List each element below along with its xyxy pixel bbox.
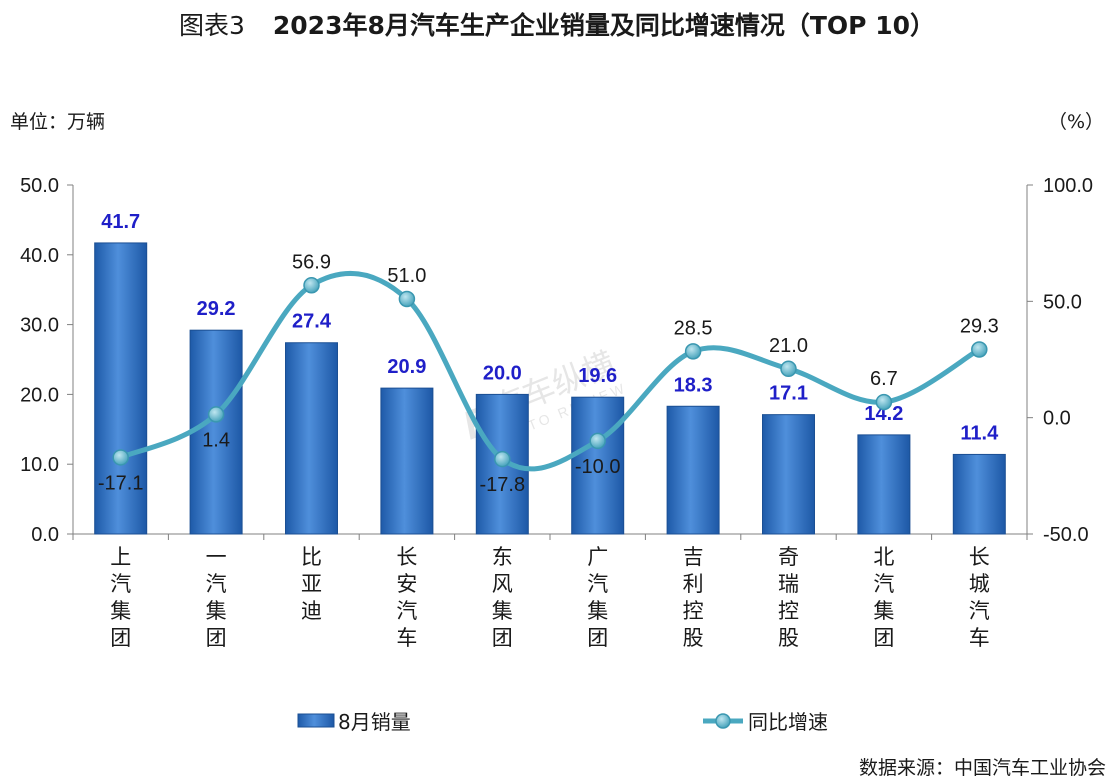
bar-value-label: 17.1 (769, 383, 808, 405)
bar (666, 405, 720, 535)
category-label: 比亚迪 (301, 545, 322, 623)
bar (762, 414, 815, 535)
figure-label: 图表3 (178, 11, 245, 40)
bar-value-label: 29.2 (197, 298, 236, 320)
growth-value-label: -10.0 (575, 456, 621, 478)
legend-bar-label: 8月销量 (338, 710, 411, 734)
left-tick-label: 0.0 (31, 524, 59, 546)
bar (94, 242, 148, 535)
chart-title: 图表3 2023年8月汽车生产企业销量及同比增速情况（TOP 10） (0, 6, 1114, 42)
category-label: 上汽集团 (110, 545, 131, 650)
growth-point (780, 360, 797, 378)
bar-value-label: 20.0 (483, 362, 522, 384)
bar-value-label: 27.4 (292, 311, 332, 333)
bar (189, 329, 243, 535)
right-tick-label: -50.0 (1043, 524, 1089, 546)
growth-value-label: 51.0 (387, 265, 426, 287)
growth-point (398, 290, 416, 308)
bar (571, 396, 625, 535)
left-tick-label: 40.0 (20, 245, 59, 267)
category-label: 东风集团 (492, 545, 513, 650)
growth-value-label: 28.5 (674, 317, 713, 339)
bar (952, 453, 1006, 535)
left-tick-label: 20.0 (20, 384, 59, 406)
growth-point (589, 432, 606, 450)
growth-point (112, 449, 129, 466)
growth-value-label: 6.7 (870, 368, 898, 390)
bar (380, 387, 434, 535)
growth-value-label: 29.3 (960, 315, 999, 337)
category-label: 长安汽车 (396, 545, 417, 650)
title-text: 2023年8月汽车生产企业销量及同比增速情况（TOP 10） (272, 11, 935, 40)
bar-value-label: 19.6 (578, 365, 617, 387)
growth-line-series (118, 271, 982, 472)
growth-point (494, 450, 511, 468)
category-label: 北汽集团 (873, 545, 894, 650)
category-label: 奇瑞控股 (778, 545, 799, 650)
legend-bar-swatch (297, 713, 335, 728)
bar (285, 342, 338, 535)
right-axis-unit: （%） (1047, 111, 1104, 133)
legend-line-marker (715, 713, 731, 729)
right-tick-label: 0.0 (1043, 408, 1071, 430)
growth-point (875, 393, 893, 411)
growth-value-label: 1.4 (202, 429, 230, 451)
category-label: 一汽集团 (206, 545, 227, 650)
category-label: 广汽集团 (587, 545, 608, 650)
growth-point (207, 406, 225, 423)
left-tick-label: 10.0 (20, 454, 59, 476)
growth-value-label: 56.9 (292, 251, 331, 273)
left-axis-unit: 单位：万辆 (10, 111, 106, 133)
left-tick-label: 50.0 (20, 175, 59, 197)
bar-value-label: 41.7 (101, 211, 140, 233)
growth-point (684, 343, 702, 360)
growth-point (303, 277, 320, 294)
growth-value-label: -17.1 (98, 472, 144, 494)
right-tick-label: 100.0 (1043, 175, 1093, 197)
growth-point (971, 341, 988, 358)
bar-value-label: 18.3 (674, 374, 713, 396)
right-tick-label: 50.0 (1043, 291, 1082, 313)
bar-value-label: 20.9 (387, 356, 426, 378)
category-label: 吉利控股 (683, 545, 704, 650)
category-label: 长城汽车 (969, 545, 990, 650)
bar (857, 434, 911, 535)
bar-value-label: 14.2 (864, 403, 903, 425)
bar-value-label: 11.4 (960, 422, 999, 444)
data-source: 数据来源：中国汽车工业协会 (858, 757, 1106, 779)
growth-value-label: 21.0 (769, 335, 808, 357)
legend-line-label: 同比增速 (748, 710, 828, 734)
left-tick-label: 30.0 (20, 315, 59, 337)
growth-value-label: -17.8 (480, 474, 526, 496)
